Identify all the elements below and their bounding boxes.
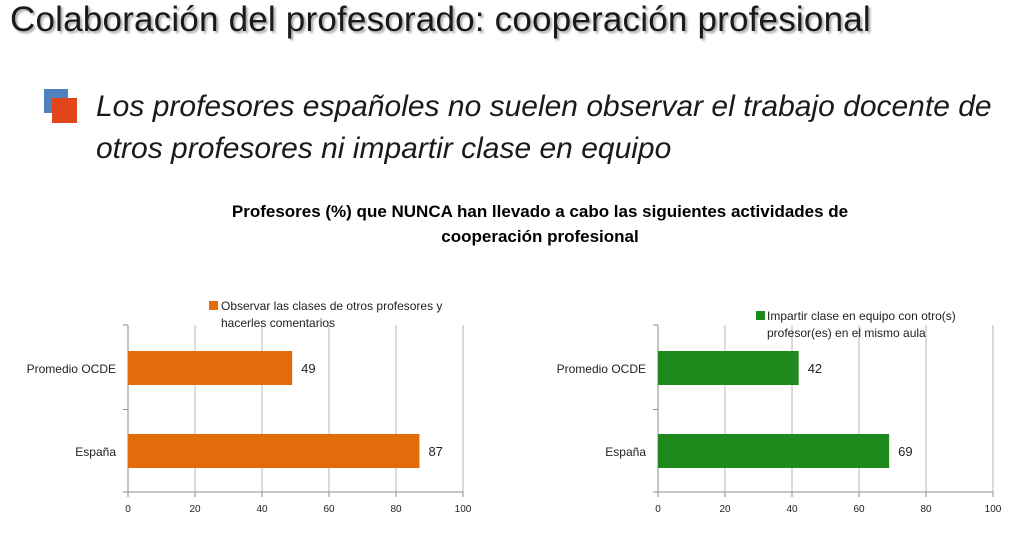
x-tick-label: 40 bbox=[256, 504, 268, 515]
chart-heading: Profesores (%) que NUNCA han llevado a c… bbox=[231, 202, 849, 246]
category-label: Promedio OCDE bbox=[557, 362, 646, 376]
slide-title: Colaboración del profesorado: cooperació… bbox=[10, 0, 871, 39]
bullet-text: Los profesores españoles no suelen obser… bbox=[96, 90, 992, 165]
chart-observar-clases: 0 20 40 60 80 100 49 Promedio OCDE 87 España Obser… bbox=[27, 299, 472, 515]
category-label: España bbox=[75, 445, 116, 459]
x-tick-label: 80 bbox=[920, 504, 932, 515]
x-tick-label: 20 bbox=[719, 504, 731, 515]
x-tick-label: 60 bbox=[323, 504, 335, 515]
x-tick-label: 80 bbox=[390, 504, 402, 515]
data-label: 49 bbox=[301, 361, 315, 376]
x-tick-label: 40 bbox=[786, 504, 798, 515]
x-tick-label: 60 bbox=[853, 504, 865, 515]
chart-impartir-equipo: 0 20 40 60 80 100 42 Promedio OCDE 69 España Impar… bbox=[557, 309, 1002, 515]
bullet-squares-icon bbox=[44, 89, 78, 123]
data-label: 69 bbox=[898, 444, 912, 459]
category-label: Promedio OCDE bbox=[27, 362, 116, 376]
bar bbox=[658, 351, 799, 385]
bar bbox=[128, 351, 293, 385]
data-label: 87 bbox=[428, 444, 442, 459]
legend-label: Impartir clase en equipo con otro(s) prof… bbox=[767, 309, 956, 340]
bar bbox=[128, 434, 420, 468]
x-tick-label: 20 bbox=[189, 504, 201, 515]
x-tick-label: 0 bbox=[655, 504, 661, 515]
category-label: España bbox=[605, 445, 646, 459]
legend-label: Observar las clases de otros profesores … bbox=[221, 299, 442, 330]
data-label: 42 bbox=[808, 361, 822, 376]
x-tick-label: 100 bbox=[455, 504, 472, 515]
legend-swatch bbox=[756, 311, 765, 320]
x-tick-label: 0 bbox=[125, 504, 131, 515]
x-tick-label: 100 bbox=[985, 504, 1002, 515]
bar bbox=[658, 434, 890, 468]
legend-swatch bbox=[209, 301, 218, 310]
